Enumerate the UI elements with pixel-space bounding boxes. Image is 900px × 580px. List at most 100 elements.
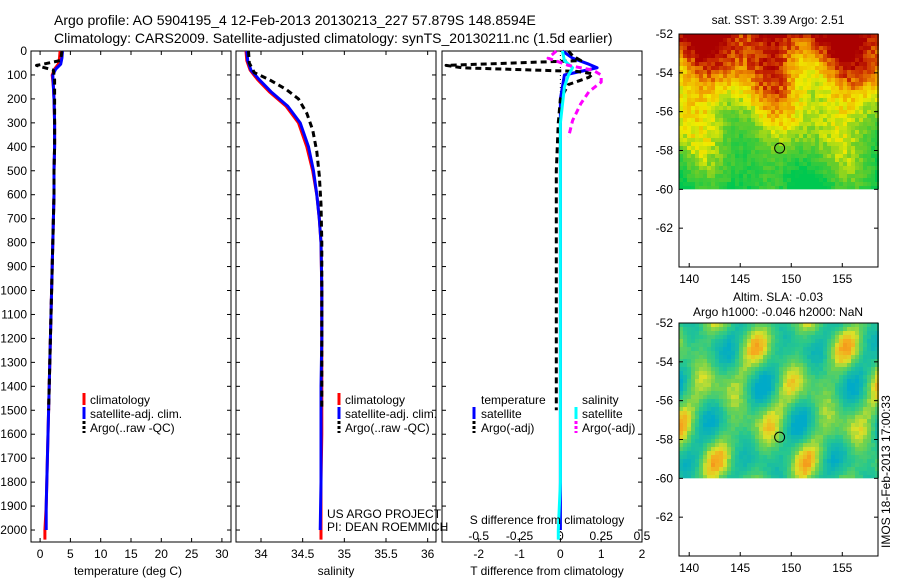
- map-cell: [759, 443, 763, 447]
- map-cell: [691, 359, 695, 363]
- map-cell: [735, 130, 739, 134]
- map-cell: [771, 82, 775, 86]
- map-cell: [731, 42, 735, 46]
- map-cell: [695, 359, 699, 363]
- map-cell: [851, 455, 855, 459]
- map-cell: [811, 467, 815, 471]
- map-cell: [695, 455, 699, 459]
- map-cell: [731, 78, 735, 82]
- map-cell: [703, 327, 707, 331]
- map-cell: [815, 114, 819, 118]
- map-cell: [695, 343, 699, 347]
- map-cell: [847, 182, 851, 186]
- map-cell: [875, 118, 879, 122]
- map-cell: [735, 475, 739, 479]
- map-cell: [799, 387, 803, 391]
- map-cell: [735, 42, 739, 46]
- map-cell: [831, 355, 835, 359]
- map-cell: [795, 154, 799, 158]
- map-cell: [867, 46, 871, 50]
- map-cell: [727, 335, 731, 339]
- map-cell: [783, 367, 787, 371]
- map-cell: [715, 459, 719, 463]
- map-cell: [827, 110, 831, 114]
- map-cell: [815, 162, 819, 166]
- map-cell: [863, 471, 867, 475]
- map-cell: [867, 54, 871, 58]
- map-cell: [775, 82, 779, 86]
- map-cell: [831, 343, 835, 347]
- map-cell: [739, 451, 743, 455]
- map-cell: [687, 154, 691, 158]
- map-cell: [743, 363, 747, 367]
- map-cell: [687, 383, 691, 387]
- map-cell: [751, 182, 755, 186]
- map-cell: [851, 114, 855, 118]
- map-cell: [815, 467, 819, 471]
- map-cell: [791, 355, 795, 359]
- map-cell: [863, 130, 867, 134]
- map-cell: [687, 134, 691, 138]
- map-cell: [731, 90, 735, 94]
- map-cell: [859, 463, 863, 467]
- map-cell: [827, 142, 831, 146]
- map-cell: [683, 166, 687, 170]
- map-cell: [859, 94, 863, 98]
- map-cell: [847, 74, 851, 78]
- map-cell: [747, 154, 751, 158]
- map-cell: [687, 182, 691, 186]
- map-cell: [683, 66, 687, 70]
- map-cell: [875, 34, 879, 38]
- map-cell: [707, 170, 711, 174]
- map-cell: [707, 66, 711, 70]
- map-cell: [763, 118, 767, 122]
- map-cell: [839, 138, 843, 142]
- map-cell: [843, 46, 847, 50]
- map-cell: [855, 70, 859, 74]
- map-cell: [723, 154, 727, 158]
- map-cell: [855, 327, 859, 331]
- map-cell: [807, 46, 811, 50]
- map-cell: [711, 62, 715, 66]
- map-cell: [683, 435, 687, 439]
- map-cell: [747, 170, 751, 174]
- map-cell: [871, 351, 875, 355]
- map-cell: [791, 455, 795, 459]
- map-cell: [691, 399, 695, 403]
- map-cell: [819, 42, 823, 46]
- map-cell: [727, 106, 731, 110]
- map-cell: [691, 383, 695, 387]
- map-cell: [707, 467, 711, 471]
- map-cell: [691, 162, 695, 166]
- map-cell: [839, 391, 843, 395]
- map-cell: [779, 347, 783, 351]
- map-cell: [811, 138, 815, 142]
- map-cell: [707, 447, 711, 451]
- map-cell: [711, 38, 715, 42]
- map-cell: [803, 110, 807, 114]
- map-cell: [803, 70, 807, 74]
- map-cell: [863, 431, 867, 435]
- map-cell: [851, 343, 855, 347]
- map-cell: [875, 407, 879, 411]
- map-cell: [851, 150, 855, 154]
- map-cell: [703, 46, 707, 50]
- map-cell: [727, 447, 731, 451]
- map-cell: [771, 54, 775, 58]
- map-cell: [691, 443, 695, 447]
- y-tick-label: 1700: [0, 451, 27, 465]
- map-cell: [691, 335, 695, 339]
- map-cell: [811, 174, 815, 178]
- map-cell: [823, 323, 827, 327]
- map-cell: [735, 54, 739, 58]
- map-cell: [807, 182, 811, 186]
- map-cell: [843, 110, 847, 114]
- map-cell: [695, 419, 699, 423]
- map-cell: [875, 130, 879, 134]
- map-cell: [779, 122, 783, 126]
- map-cell: [735, 86, 739, 90]
- map-cell: [771, 323, 775, 327]
- map-cell: [715, 463, 719, 467]
- map-cell: [731, 391, 735, 395]
- map-cell: [691, 371, 695, 375]
